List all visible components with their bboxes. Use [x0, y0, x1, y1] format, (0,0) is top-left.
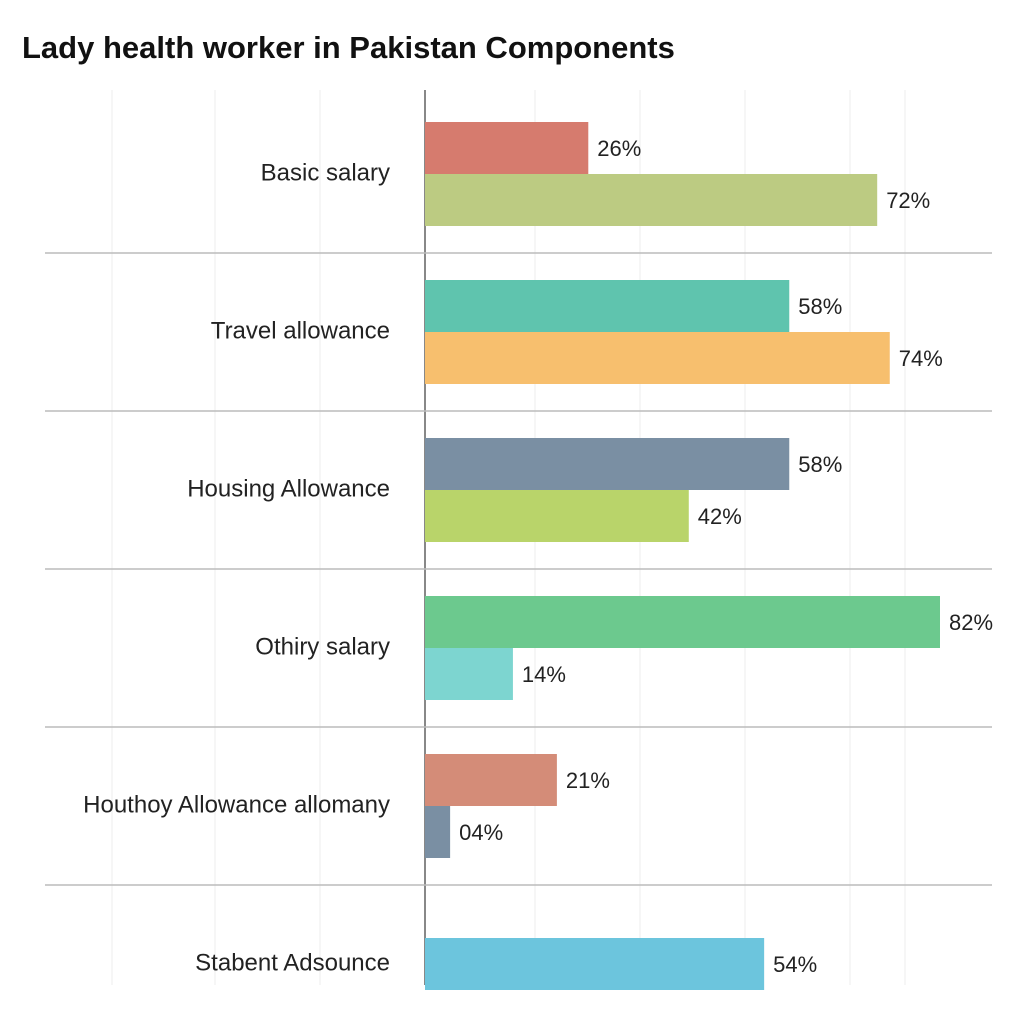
- value-label: 42%: [698, 504, 742, 529]
- value-label: 58%: [798, 294, 842, 319]
- value-label: 82%: [949, 610, 993, 635]
- chart-title: Lady health worker in Pakistan Component…: [22, 30, 675, 65]
- category-label: Housing Allowance: [187, 475, 390, 502]
- value-label: 26%: [597, 136, 641, 161]
- value-label: 14%: [522, 662, 566, 687]
- category-label: Houthoy Allowance allomany: [83, 791, 390, 818]
- category-label: Stabent Adsounce: [195, 949, 390, 976]
- value-label: 72%: [886, 188, 930, 213]
- bar: [425, 174, 878, 226]
- bar: [425, 754, 557, 806]
- background-grid: [111, 90, 906, 985]
- value-label: 74%: [899, 346, 943, 371]
- value-label: 54%: [773, 952, 817, 977]
- bar: [425, 648, 513, 700]
- bar: [425, 438, 790, 490]
- bar: [425, 806, 451, 858]
- value-label: 04%: [459, 820, 503, 845]
- value-label: 21%: [566, 768, 610, 793]
- bar: [425, 280, 790, 332]
- category-label: Othiry salary: [255, 633, 390, 660]
- bar: [425, 332, 890, 384]
- value-label: 58%: [798, 452, 842, 477]
- bar: [425, 938, 765, 990]
- bar: [425, 122, 589, 174]
- bar: [425, 596, 940, 648]
- category-label: Basic salary: [261, 159, 390, 186]
- category-label: Travel allowance: [211, 317, 390, 344]
- bar: [425, 490, 689, 542]
